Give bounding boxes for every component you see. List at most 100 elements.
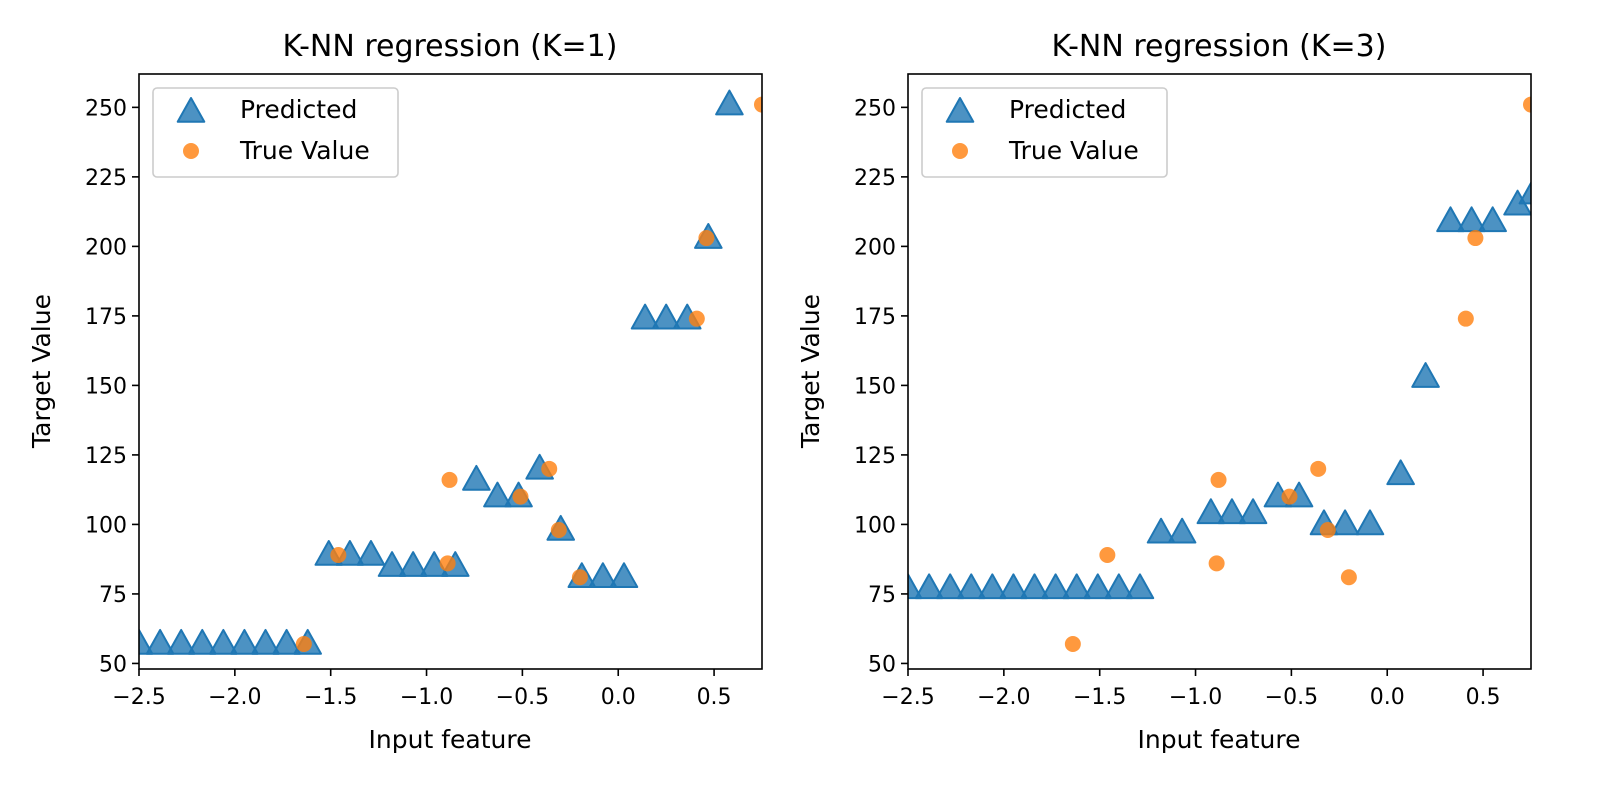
predicted-point bbox=[956, 573, 986, 600]
legend-label-true-value: True Value bbox=[1008, 136, 1139, 165]
true-value-point bbox=[698, 230, 715, 247]
predicted-point bbox=[1478, 206, 1507, 233]
x-tick-label: −1.5 bbox=[304, 685, 357, 710]
legend-frame bbox=[921, 87, 1168, 178]
legend-triangle-icon bbox=[945, 97, 975, 123]
predicted-point bbox=[1436, 206, 1465, 233]
true-value-point bbox=[571, 569, 588, 586]
predicted-point bbox=[1330, 509, 1360, 536]
predicted-point bbox=[1217, 498, 1247, 525]
legend: Predicted True Value bbox=[152, 87, 399, 178]
predicted-point bbox=[1411, 362, 1440, 388]
true-value-point bbox=[1208, 555, 1225, 572]
true-value-point bbox=[541, 460, 558, 477]
chart-panel-k1: K-NN regression (K=1) −2.5 −2.0 −1.5 −1.0 −0… bbox=[27, 29, 763, 754]
predicted-point bbox=[1196, 498, 1226, 525]
true-value-point bbox=[1064, 635, 1081, 652]
predicted-point bbox=[166, 628, 196, 655]
predicted-point bbox=[1041, 573, 1070, 600]
marks-group bbox=[908, 96, 1531, 652]
true-value-point bbox=[1523, 96, 1531, 113]
true-value-point bbox=[1457, 310, 1474, 327]
x-tick-label: 0.0 bbox=[601, 685, 636, 710]
x-axis-ticks: −2.5 −2.0 −1.5 −1.0 −0.5 0.0 0.5 bbox=[881, 669, 1501, 710]
plot-frame bbox=[907, 73, 1532, 670]
legend-label-true-value: True Value bbox=[239, 136, 370, 165]
x-tick-label: −0.5 bbox=[1265, 685, 1318, 710]
predicted-point bbox=[187, 628, 217, 655]
true-value-point bbox=[295, 635, 312, 652]
y-tick-label: 100 bbox=[85, 513, 127, 538]
y-tick-label: 125 bbox=[854, 444, 896, 469]
true-value-point bbox=[439, 555, 456, 572]
legend-marker-predicted bbox=[945, 97, 975, 123]
y-tick-label: 250 bbox=[85, 96, 127, 121]
y-axis-ticks: 50 75 100 125 150 175 200 225 250 bbox=[85, 96, 139, 677]
x-tick-label: −1.0 bbox=[400, 685, 453, 710]
y-tick-label: 125 bbox=[85, 444, 127, 469]
predicted-point bbox=[715, 89, 744, 116]
true-value-point bbox=[1467, 230, 1484, 247]
predicted-point bbox=[251, 628, 280, 655]
true-value-point bbox=[1210, 471, 1227, 488]
predicted-point bbox=[483, 481, 512, 508]
legend-marker-true-value bbox=[952, 143, 968, 159]
true-value-point bbox=[441, 471, 458, 488]
y-tick-label: 150 bbox=[854, 374, 896, 399]
y-tick-label: 175 bbox=[854, 305, 896, 330]
predicted-point bbox=[1020, 573, 1049, 600]
predicted-point bbox=[935, 573, 965, 600]
predicted-point bbox=[145, 628, 175, 655]
y-tick-label: 75 bbox=[99, 583, 127, 608]
true-value-point bbox=[754, 96, 762, 113]
x-tick-label: −2.0 bbox=[208, 685, 261, 710]
x-tick-label: 0.0 bbox=[1370, 685, 1405, 710]
legend-label-predicted: Predicted bbox=[240, 95, 357, 124]
x-tick-label: 0.5 bbox=[1466, 685, 1501, 710]
true-value-point bbox=[1310, 460, 1327, 477]
x-axis-label: Input feature bbox=[369, 725, 532, 754]
predicted-point bbox=[1104, 573, 1134, 600]
chart-title: K-NN regression (K=3) bbox=[1052, 29, 1387, 64]
predicted-point bbox=[978, 573, 1007, 600]
y-tick-label: 50 bbox=[868, 652, 896, 677]
true-value-point bbox=[1319, 521, 1336, 538]
predicted-point bbox=[1355, 509, 1385, 536]
y-tick-label: 75 bbox=[868, 583, 896, 608]
legend-marker-predicted bbox=[176, 97, 206, 123]
predicted-point bbox=[1238, 498, 1268, 525]
predicted-point bbox=[230, 628, 259, 655]
x-tick-label: −2.5 bbox=[881, 685, 934, 710]
predicted-point bbox=[1518, 180, 1531, 205]
true-value-point bbox=[550, 521, 567, 538]
true-value-point bbox=[1281, 488, 1298, 505]
y-tick-label: 225 bbox=[854, 166, 896, 191]
predicted-point bbox=[588, 562, 618, 589]
plot-frame bbox=[138, 73, 763, 670]
predicted-point bbox=[209, 628, 238, 655]
x-tick-label: 0.5 bbox=[697, 685, 732, 710]
predicted-point bbox=[1386, 459, 1415, 486]
predicted-point bbox=[1083, 573, 1113, 600]
x-tick-label: −2.5 bbox=[112, 685, 165, 710]
predicted-point bbox=[462, 464, 491, 491]
predicted-point bbox=[1062, 573, 1091, 600]
true-value-point bbox=[1099, 547, 1116, 564]
y-tick-label: 175 bbox=[85, 305, 127, 330]
x-tick-label: −2.0 bbox=[977, 685, 1030, 710]
x-tick-label: −0.5 bbox=[496, 685, 549, 710]
y-tick-label: 200 bbox=[85, 235, 127, 260]
predicted-point bbox=[1125, 573, 1155, 600]
predicted-point bbox=[398, 551, 428, 577]
true-value-point bbox=[512, 488, 529, 505]
legend-frame bbox=[152, 87, 399, 178]
predicted-point bbox=[1146, 517, 1176, 544]
legend-marker-true-value bbox=[183, 143, 199, 159]
legend-triangle-icon bbox=[176, 97, 206, 123]
y-tick-label: 100 bbox=[854, 513, 896, 538]
predicted-point bbox=[630, 303, 660, 330]
predicted-point bbox=[609, 562, 639, 589]
x-axis-ticks: −2.5 −2.0 −1.5 −1.0 −0.5 0.0 0.5 bbox=[112, 669, 732, 710]
y-tick-label: 250 bbox=[854, 96, 896, 121]
